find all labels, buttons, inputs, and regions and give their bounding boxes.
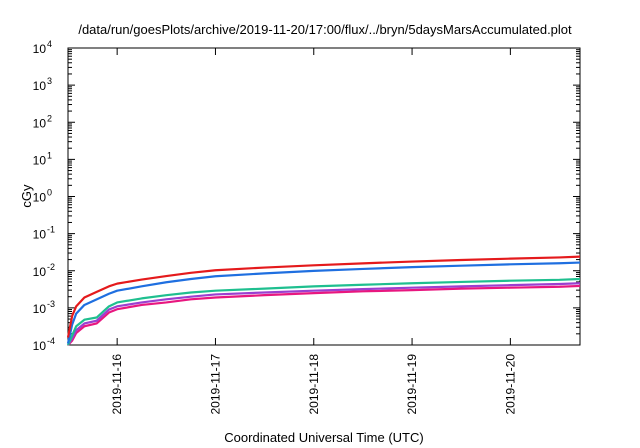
x-tick-label: 2019-11-17 (208, 354, 222, 415)
y-tick-label: 10 (33, 265, 47, 279)
series-layer (66, 255, 581, 346)
x-tick-label: 2019-11-20 (503, 354, 517, 415)
y-tick-exponent: 4 (47, 39, 52, 49)
y-tick-label: 10 (33, 339, 47, 353)
series-line-1 (66, 255, 581, 338)
y-tick-exponent: 2 (47, 113, 52, 123)
y-tick-label: 10 (33, 228, 47, 242)
y-tick-exponent: 1 (47, 150, 52, 160)
x-axis: 2019-11-16 2019-11-17 2019-11-18 2019-11-19… (110, 48, 517, 415)
x-tick-label: 2019-11-19 (405, 354, 419, 415)
series-line-4 (67, 282, 581, 346)
y-tick-label: 10 (33, 79, 47, 93)
series-line-5 (67, 284, 581, 346)
y-tick-exponent: 3 (47, 76, 52, 86)
y-tick-label: 10 (33, 42, 47, 56)
chart-title: /data/run/goesPlots/archive/2019-11-20/1… (78, 22, 572, 37)
y-tick-label: 10 (33, 153, 47, 167)
series-line-3 (66, 277, 581, 346)
y-tick-exponent: -4 (47, 336, 55, 346)
y-tick-exponent: -3 (47, 299, 55, 309)
x-axis-label: Coordinated Universal Time (UTC) (224, 430, 423, 445)
y-tick-label: 10 (33, 191, 47, 205)
y-tick-label: 10 (33, 116, 47, 130)
y-tick-label: 10 (33, 302, 47, 316)
x-tick-label: 2019-11-18 (307, 354, 321, 415)
x-tick-label: 2019-11-16 (110, 354, 124, 415)
y-tick-exponent: -2 (47, 262, 55, 272)
y-tick-exponent: 0 (47, 188, 52, 198)
y-axis-label: cGy (19, 184, 34, 208)
series-line-2 (66, 261, 581, 344)
plot-area-frame (67, 47, 581, 346)
y-tick-exponent: -1 (47, 225, 55, 235)
